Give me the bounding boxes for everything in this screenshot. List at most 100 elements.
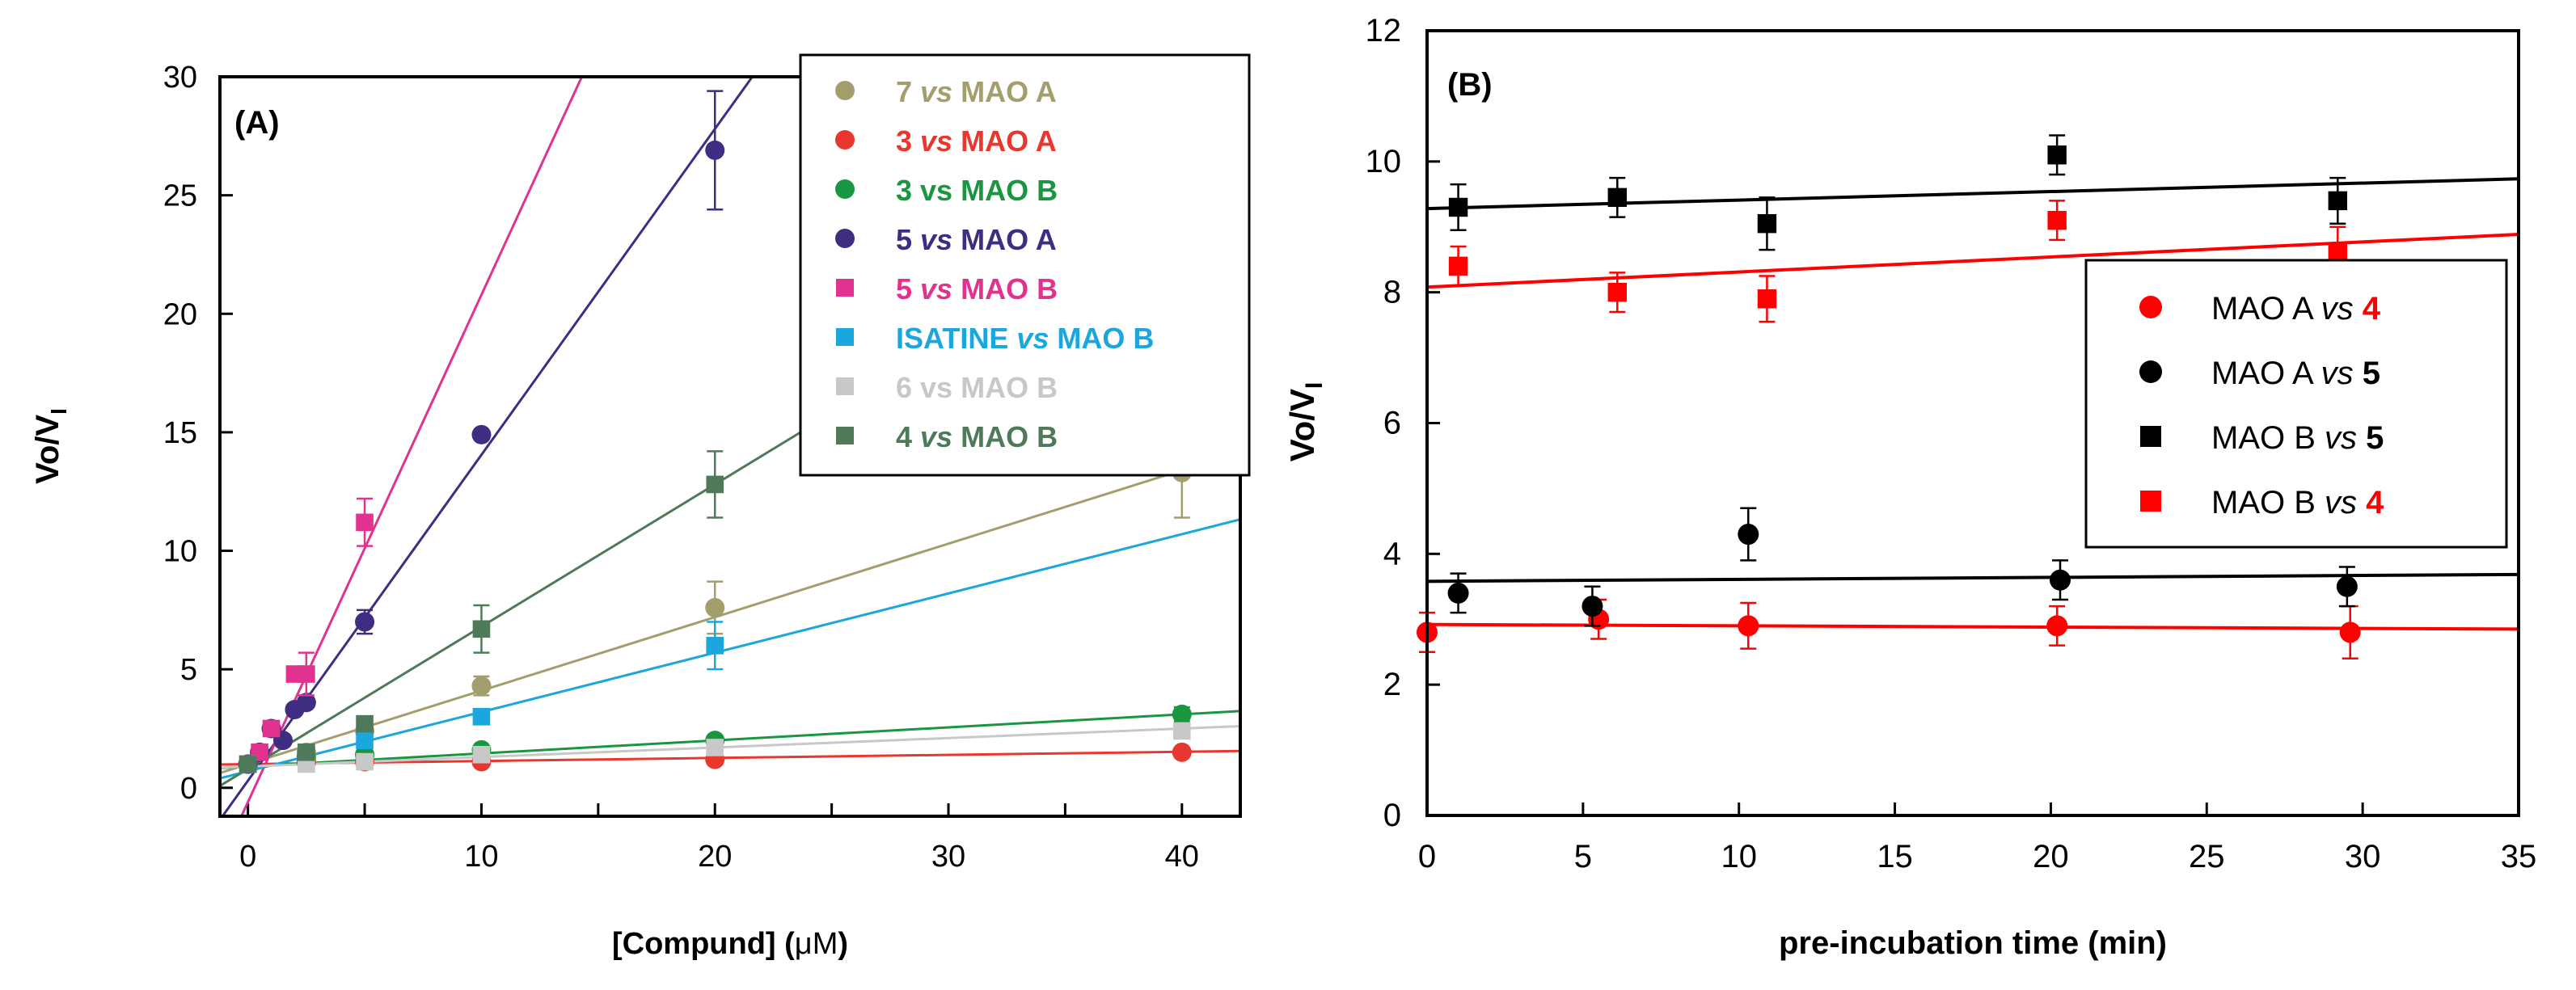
x-tick-label: 5 [1574,839,1592,874]
x-tick-label: 30 [931,840,965,874]
data-point [1447,582,1469,604]
panel-b-data-points [1417,134,2361,660]
fit-line [1426,233,2519,289]
legend-marker [835,179,855,199]
legend-entry: MAO B vs 4 [2211,485,2384,520]
legend-marker [836,377,854,395]
panel-a-axes: 0 10 20 30 40 0 5 10 15 20 25 30 [163,61,1199,874]
panel-b-frame [1425,29,2520,817]
data-point [705,140,725,160]
fit-line [221,76,754,817]
data-point [2047,145,2067,165]
data-point [1172,704,1192,724]
legend-marker [835,81,855,100]
legend-marker [836,279,854,297]
legend-entry: 4 vs MAO B [896,420,1058,453]
data-point [356,714,374,733]
legend-marker [2139,296,2162,318]
x-tick-label: 40 [1165,840,1199,874]
data-point [1173,722,1191,740]
y-tick-label: 5 [180,653,197,687]
data-point [2328,191,2347,211]
y-tick-label: 2 [1383,667,1401,702]
legend-entry: 5 vs MAO A [896,223,1057,256]
data-point [471,676,492,696]
x-tick-label: 20 [2033,839,2069,874]
x-tick-label: 0 [239,840,256,874]
y-tick-label: 0 [1383,798,1401,833]
data-point [296,693,316,713]
data-point [1757,214,1777,234]
x-tick-label: 20 [698,840,732,874]
data-point [1738,615,1759,637]
data-point [262,719,281,738]
data-point [472,745,491,764]
data-point [2339,621,2361,643]
data-point [472,620,491,638]
panel-b-y-axis-label: Vo/VI [1283,382,1328,462]
fit-line [1426,572,2519,583]
data-point [705,597,725,617]
panel-b: 0 5 10 15 20 25 30 35 0 2 4 6 8 10 12 (B) pre-incubati… [1283,13,2536,961]
data-point [355,612,375,632]
data-point [2050,569,2071,591]
data-point [2328,243,2347,263]
y-tick-label: 25 [163,179,197,213]
legend-entry: ISATINE vs MAO B [896,322,1154,355]
y-tick-label: 10 [1366,144,1402,179]
x-tick-label: 15 [1877,839,1913,874]
panel-a-label: (A) [234,105,280,141]
legend-marker [2140,426,2161,447]
data-point [2336,575,2358,597]
x-tick-label: 0 [1418,839,1436,874]
legend-entry: MAO A vs 5 [2211,356,2380,391]
data-point [298,665,315,683]
y-tick-label: 12 [1366,13,1402,48]
fit-line [1426,622,2519,631]
x-tick-label: 10 [464,840,498,874]
data-point [706,637,724,655]
data-point [298,744,315,761]
data-point [356,731,374,749]
data-point [706,475,724,494]
x-tick-label: 10 [1721,839,1757,874]
panel-a-legend: 7 vs MAO A 3 vs MAO A 3 vs MAO B 5 vs MAO A… [799,53,1251,477]
fit-line [219,710,1241,769]
data-point [1581,596,1603,617]
legend-entry: MAO B vs 5 [2211,420,2384,456]
data-point [1738,524,1759,546]
data-point [356,513,374,532]
legend-entry: 6 vs MAO B [896,371,1058,404]
legend-marker [2139,360,2162,383]
legend-entry: 3 vs MAO B [896,174,1058,207]
legend-entry: MAO A vs 4 [2211,291,2381,326]
panel-a-legend-box [799,53,1251,477]
fit-line [219,518,1241,780]
panel-a: 0 10 20 30 40 0 5 10 15 20 25 30 (A) [Compund] (μM)… [30,53,1251,961]
legend-entry: 7 vs MAO A [896,75,1057,108]
legend-marker [836,328,854,346]
data-point [1607,282,1627,302]
x-tick-label: 30 [2345,839,2381,874]
panel-b-x-axis-label: pre-incubation time (min) [1779,925,2167,961]
panel-a-x-axis-label: [Compund] (μM) [612,927,848,961]
data-point [2046,615,2068,637]
y-tick-label: 0 [180,772,197,806]
fit-line [219,725,1241,769]
panel-a-y-axis-label: Vo/VI [30,408,71,484]
data-point [1607,187,1627,208]
panel-a-fit-lines [219,76,1241,817]
y-tick-label: 4 [1383,536,1401,571]
panel-b-label: (B) [1447,67,1493,103]
x-tick-label: 35 [2501,839,2537,874]
y-tick-label: 10 [163,535,197,569]
data-point [1172,742,1192,762]
legend-marker [835,229,855,248]
legend-entry: 3 vs MAO A [896,124,1057,158]
data-point [706,739,724,756]
data-point [1448,197,1468,217]
panel-a-data-points [238,90,1192,774]
y-tick-label: 20 [163,297,197,331]
data-point [472,708,491,726]
